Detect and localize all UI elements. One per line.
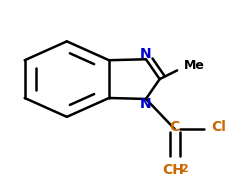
Text: Cl: Cl bbox=[211, 120, 226, 134]
Text: CH: CH bbox=[162, 163, 184, 177]
Text: Me: Me bbox=[183, 59, 204, 72]
Text: C: C bbox=[169, 120, 179, 134]
Text: N: N bbox=[140, 97, 151, 111]
Text: N: N bbox=[140, 47, 151, 61]
Text: 2: 2 bbox=[180, 164, 187, 174]
